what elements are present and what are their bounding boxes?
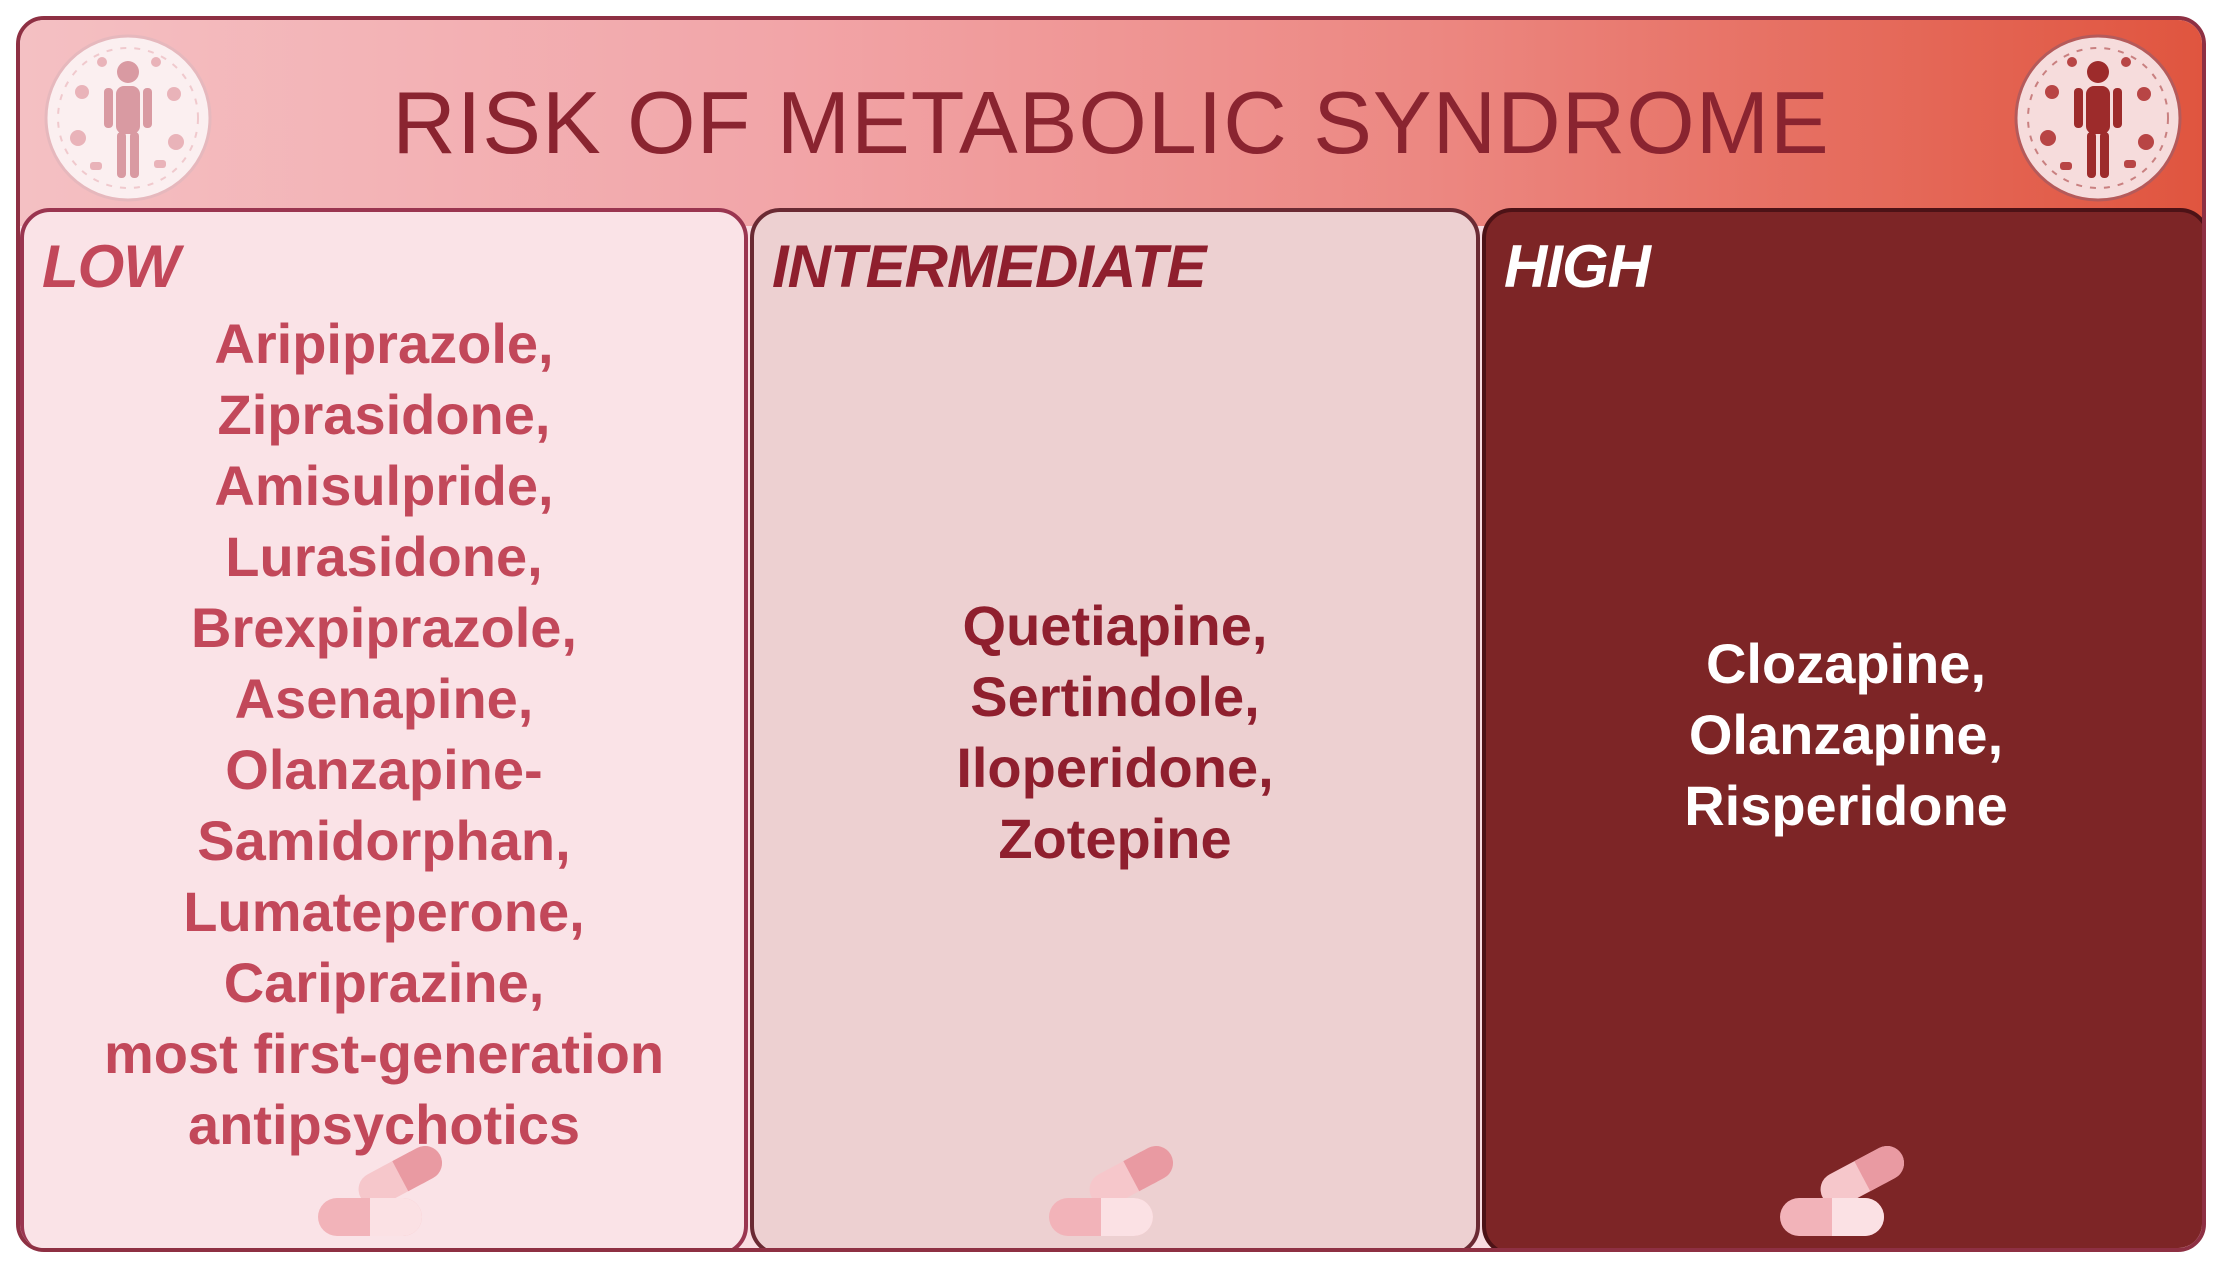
drug-line: Brexpiprazole, [191,596,577,659]
drug-line: Ziprasidone, [217,383,551,446]
capsule-pills-icon [1776,1134,1916,1244]
drug-line: Sertindole, [970,665,1260,728]
drug-line: Quetiapine, [962,594,1268,657]
capsule-pills-icon [1045,1134,1185,1244]
panel-label: LOW [42,233,180,300]
drug-line: Olanzapine- [225,738,543,801]
risk-panel-intermediate: INTERMEDIATE Quetiapine, Sertindole, Ilo… [750,208,1480,1248]
drug-line: most first-generation [103,1022,665,1085]
drug-line: antipsychotics [187,1093,581,1156]
human-body-emblem-icon [2012,32,2184,204]
capsule-pills-icon [314,1134,454,1244]
drug-list: Clozapine, Olanzapine, Risperidone [1486,628,2202,841]
drug-line: Lurasidone, [225,525,543,588]
drug-line: Olanzapine, [1688,703,2004,766]
infographic-frame: RISK OF METABOLIC SYNDROME LOW Aripipraz… [16,16,2206,1252]
drug-line: Risperidone [1684,774,2008,837]
drug-line: Aripiprazole, [214,312,554,375]
drug-line: Iloperidone, [956,736,1274,799]
drug-list: Quetiapine, Sertindole, Iloperidone, Zot… [754,590,1476,874]
panel-label: INTERMEDIATE [772,233,1207,300]
drug-line: Amisulpride, [214,454,554,517]
page-title: RISK OF METABOLIC SYNDROME [392,73,1830,172]
drug-line: Lumateperone, [183,880,585,943]
drug-list: Aripiprazole, Ziprasidone, Amisulpride, … [24,308,744,1160]
drug-line: Samidorphan, [197,809,571,872]
drug-line: Cariprazine, [223,951,545,1014]
risk-panel-high: HIGH Clozapine, Olanzapine, Risperidone [1482,208,2202,1248]
header-banner: RISK OF METABOLIC SYNDROME [20,20,2202,226]
drug-line: Asenapine, [234,667,534,730]
risk-panel-low: LOW Aripiprazole, Ziprasidone, Amisulpri… [20,208,748,1248]
panel-label: HIGH [1504,233,1651,300]
drug-line: Clozapine, [1705,632,1987,695]
drug-line: Zotepine [998,807,1232,870]
